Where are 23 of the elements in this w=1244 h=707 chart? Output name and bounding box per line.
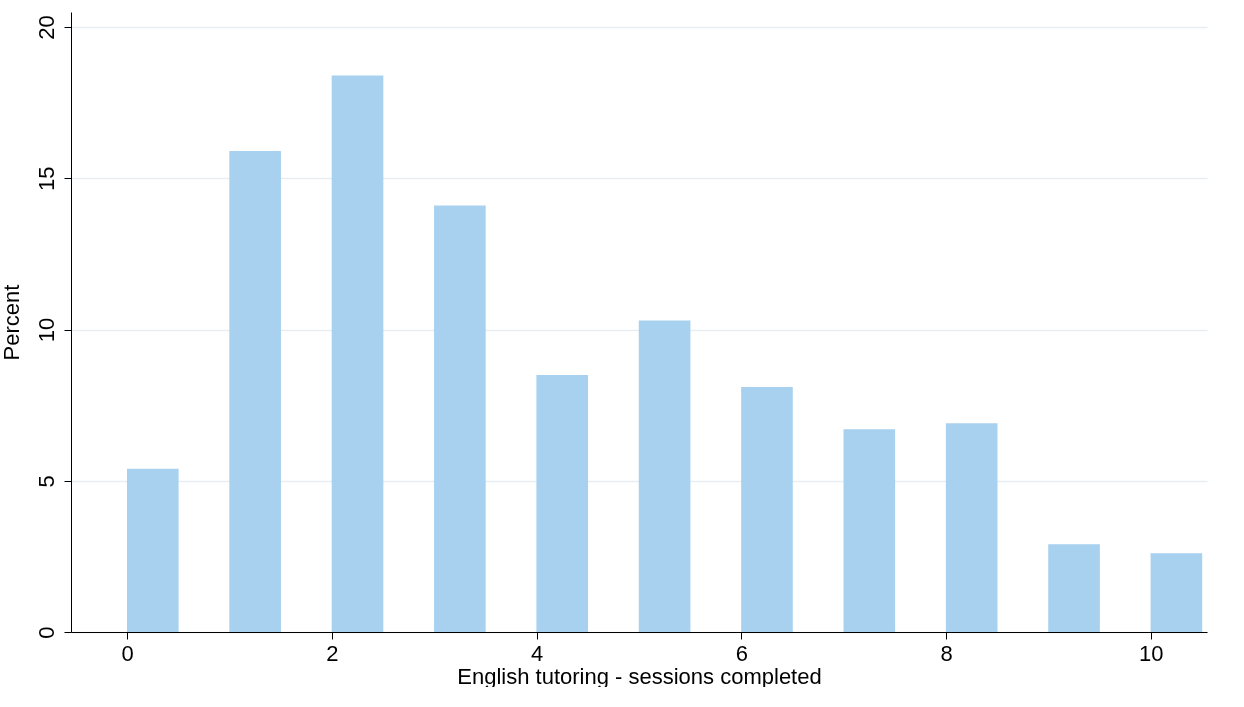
- bar: [945, 423, 998, 632]
- y-axis-title: Percent: [0, 284, 24, 361]
- x-tick-label: 0: [121, 640, 134, 666]
- y-tick-label: 15: [33, 166, 59, 192]
- y-tick-label: 5: [33, 475, 59, 488]
- bar: [1150, 553, 1203, 632]
- bar: [331, 75, 384, 632]
- y-tick-label: 0: [33, 626, 59, 639]
- x-tick-label: 2: [326, 640, 339, 666]
- bar: [229, 151, 281, 632]
- bar: [843, 429, 896, 632]
- bar: [1048, 544, 1100, 632]
- bar: [536, 374, 589, 632]
- bar: [741, 387, 793, 632]
- bar: [434, 205, 486, 632]
- x-tick-label: 6: [735, 640, 748, 666]
- x-tick-label: 10: [1139, 640, 1164, 666]
- x-tick-label: 4: [531, 640, 544, 666]
- bar: [638, 320, 691, 632]
- y-tick-label: 20: [33, 15, 59, 40]
- x-tick-label: 8: [940, 640, 953, 666]
- bar: [126, 468, 179, 632]
- y-tick-label: 10: [33, 317, 59, 343]
